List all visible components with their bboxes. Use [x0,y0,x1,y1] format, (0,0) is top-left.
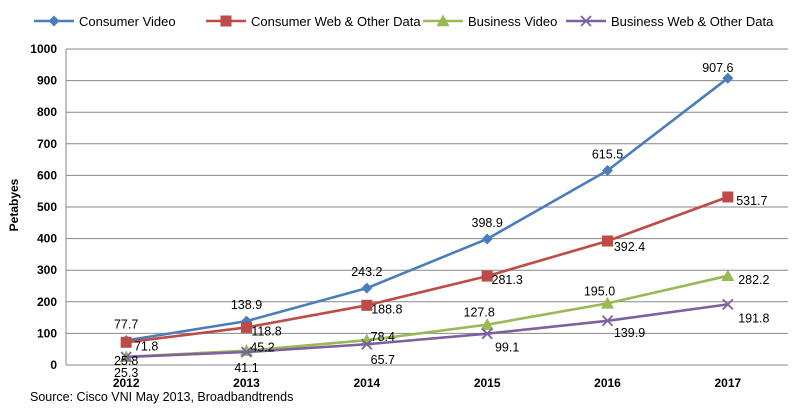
y-axis-ticks: 0 100 200 300 400 500 600 700 800 900 1000 [30,42,57,372]
data-label: 25.8 [114,354,138,368]
data-point [481,270,493,282]
legend-item: Business Web & Other Data [566,14,774,29]
data-point [722,298,734,311]
data-label: 907.6 [702,61,733,75]
data-point [722,191,734,203]
y-tick-label: 100 [37,326,57,340]
marker-stroke [481,328,493,340]
x-tick-label: 2013 [233,376,260,390]
data-label: 398.9 [472,216,503,230]
marker-stroke [361,338,373,350]
data-label: 71.8 [134,339,158,353]
series-line [126,303,729,359]
x-tick-label: 2012 [113,376,140,390]
data-point [602,165,613,177]
data-point [601,296,614,309]
data-label: 45.2 [250,341,274,355]
data-label: 127.8 [464,306,495,320]
data-point [361,282,373,294]
y-tick-label: 900 [37,74,57,88]
legend-item: Business Video [423,14,557,29]
legend-item: Consumer Video [34,14,176,29]
data-label: 195.0 [584,284,615,298]
data-label: 243.2 [351,265,382,279]
y-tick-label: 300 [37,263,57,277]
data-label: 99.1 [495,341,519,355]
source-note: Source: Cisco VNI May 2013, Broadbandtre… [30,390,294,404]
y-axis-title: Petabyes [7,178,21,231]
legend: Consumer Video Consumer Web & Other Data B… [34,14,774,29]
x-tick-label: 2015 [474,376,501,390]
data-point [120,351,132,363]
data-point [240,346,253,358]
data-point [361,338,373,350]
data-point [601,315,614,327]
data-label: 191.8 [738,311,769,325]
x-axis-ticks: 2012 2013 2014 2015 2016 2017 [113,376,742,390]
data-label: 77.7 [114,317,138,331]
data-label: 615.5 [592,148,623,162]
legend-item: Consumer Web & Other Data [206,14,421,29]
data-point [120,336,132,348]
x-tick-label: 2016 [594,376,621,390]
y-tick-label: 1000 [30,42,57,56]
marker-stroke [580,15,592,27]
marker-stroke [240,346,253,358]
data-labels: 77.7 138.9 243.2 398.9 615.5 907.6 71.8 118.8 18… [114,61,770,380]
series-group [119,72,735,363]
data-point [602,235,613,247]
data-label: 78.4 [371,330,395,344]
y-tick-label: 800 [37,105,57,119]
data-label: 41.1 [234,361,258,375]
data-label: 118.8 [251,324,281,338]
y-tick-label: 200 [37,295,57,309]
legend-label: Business Web & Other Data [611,14,774,29]
legend-label: Consumer Web & Other Data [251,14,421,29]
x-tick-label: 2017 [714,376,741,390]
data-point [241,321,252,333]
series-line [126,195,729,344]
y-tick-label: 400 [37,232,57,246]
y-tick-label: 600 [37,168,57,182]
series-line [125,77,729,342]
data-point [722,72,734,84]
data-point [480,318,494,330]
marker-stroke [120,351,132,363]
data-label: 281.3 [492,273,523,287]
data-label: 531.7 [736,194,767,208]
legend-label: Business Video [468,14,557,29]
marker-stroke [601,315,614,327]
data-label: 392.4 [614,240,645,254]
y-tick-label: 700 [37,137,57,151]
data-point [481,233,493,245]
gridlines [66,48,788,334]
data-label: 25.3 [114,366,138,380]
axes [65,49,788,366]
marker-stroke [722,298,734,311]
legend-marker [580,15,592,27]
data-label: 282.2 [738,273,769,287]
legend-marker [436,14,450,27]
data-point [360,333,374,346]
legend-marker [48,15,60,27]
y-tick-label: 500 [37,200,57,214]
data-label: 188.8 [371,302,402,316]
x-tick-label: 2014 [353,376,380,390]
data-label: 65.7 [371,353,395,367]
data-point [721,269,735,282]
data-label: 138.9 [231,298,262,312]
data-point [481,328,493,340]
data-label: 139.9 [614,326,645,340]
legend-marker [220,15,232,27]
y-tick-label: 0 [50,358,57,372]
data-point [361,299,373,311]
legend-label: Consumer Video [79,14,176,29]
